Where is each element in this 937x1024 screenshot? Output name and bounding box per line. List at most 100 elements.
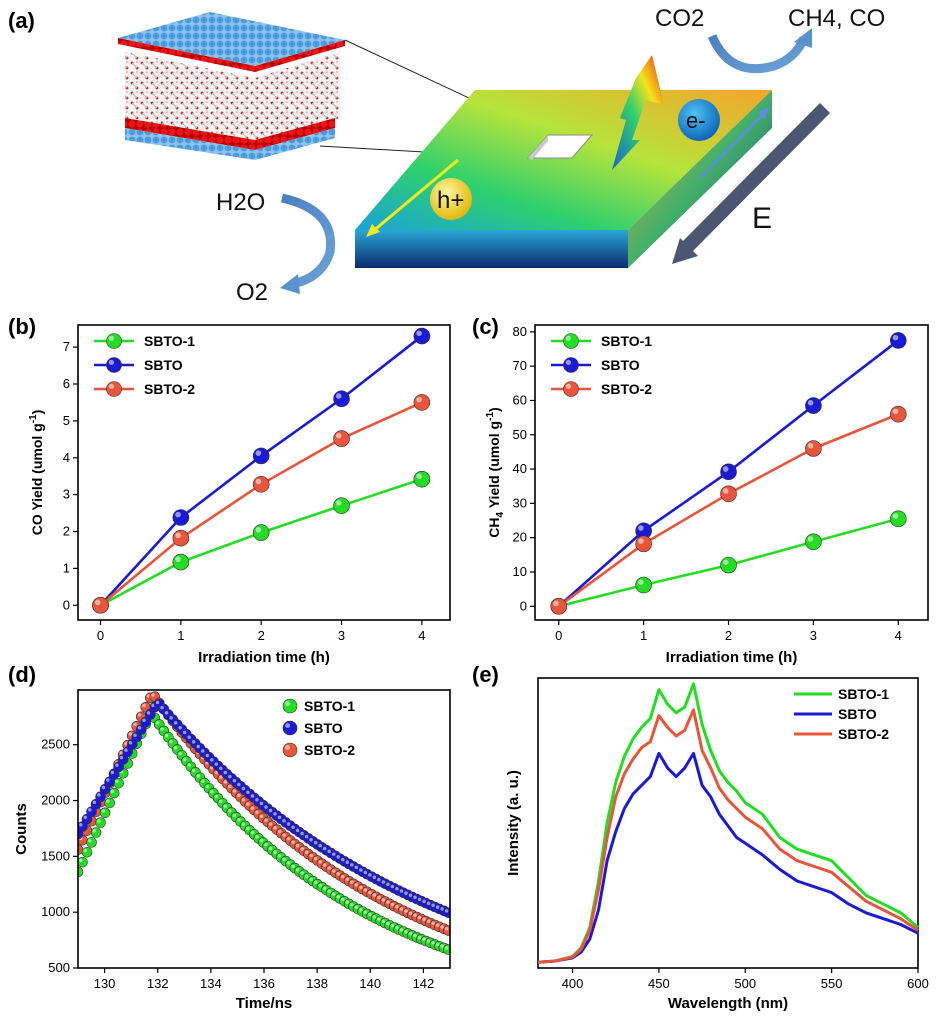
decay-point-sbto-highlight	[205, 753, 209, 758]
decay-point-sbto-1	[78, 866, 84, 878]
decay-point-sbto-highlight	[133, 733, 137, 737]
x-axis-label: Time/ns	[236, 995, 292, 1012]
decay-point-sbto-highlight	[228, 774, 232, 779]
legend-marker	[106, 381, 122, 397]
decay-point-sbto-1-highlight	[331, 892, 336, 896]
decay-point-sbto-2-highlight	[133, 722, 137, 727]
decay-point-sbto-2-highlight	[435, 923, 440, 927]
x-tick-label: 550	[821, 976, 843, 991]
decay-point-sbto-2-highlight	[295, 843, 300, 848]
decay-point-sbto-2-highlight	[273, 826, 277, 830]
decay-point-sbto-2-highlight	[142, 703, 146, 708]
panel-label-e: (e)	[472, 662, 499, 687]
decay-point-sbto-highlight	[368, 873, 372, 877]
decay-point-sbto-2-highlight	[151, 693, 155, 697]
decay-point-sbto-1-highlight	[259, 838, 264, 843]
decay-point-sbto-1-highlight	[309, 877, 313, 882]
decay-point-sbto-1-highlight	[210, 789, 214, 794]
decay-point-sbto-highlight	[300, 831, 304, 836]
decay-point-sbto-1-highlight	[286, 861, 291, 865]
y-tick-label: 50	[513, 427, 527, 442]
legend-marker-highlight	[565, 359, 571, 365]
data-point-sbto-2	[550, 597, 568, 615]
decay-point-sbto-highlight	[97, 793, 101, 797]
x-tick-label: 4	[895, 628, 902, 643]
decay-point-sbto-1-highlight	[83, 848, 88, 853]
decay-point-sbto-1-highlight	[164, 733, 169, 738]
water-oxidation-arrow	[280, 193, 336, 289]
decay-point-sbto-2-highlight	[128, 732, 133, 736]
decay-point-sbto-1-highlight	[354, 905, 359, 910]
decay-point-sbto-2-highlight	[341, 874, 345, 879]
decay-point-sbto-1-highlight	[169, 739, 173, 744]
decay-point-sbto	[443, 907, 450, 918]
x-axis-label: Irradiation time (h)	[198, 649, 330, 666]
decay-point-sbto-highlight	[386, 882, 390, 887]
decay-point-sbto-highlight	[146, 711, 151, 715]
decay-point-sbto-1-highlight	[440, 944, 444, 948]
y-tick-label: 0	[520, 598, 527, 613]
decay-point-sbto-1-highlight	[359, 907, 363, 912]
chart-co-yield: 0 1 2 3 4 Irradiation time (h) 0 1 2 3 4 5 6 7 CO Yiel…	[28, 324, 451, 666]
decay-point-sbto-2-highlight	[368, 890, 372, 895]
legend-marker	[282, 720, 298, 736]
x-axis-label: Wavelength (nm)	[668, 995, 788, 1012]
decay-point-sbto-highlight	[237, 782, 241, 787]
data-point-sbto-2	[720, 485, 737, 503]
decay-point-sbto-highlight	[354, 865, 359, 870]
decay-point-sbto-1-highlight	[241, 822, 246, 826]
decay-point-sbto-2-highlight	[255, 810, 259, 814]
legend-label: SBTO-1	[304, 698, 355, 714]
y-tick-label: 70	[513, 358, 527, 373]
electron-label: e-	[686, 108, 706, 133]
decay-point-sbto-1-highlight	[408, 931, 413, 936]
decay-point-sbto-1-highlight	[404, 929, 408, 934]
decay-point-sbto-highlight	[119, 755, 124, 760]
x-tick-label: 138	[306, 976, 328, 991]
decay-point-sbto-highlight	[173, 721, 178, 725]
legend-marker	[282, 698, 298, 714]
chart-ch4-yield: 0 1 2 3 4 Irradiation time (h) 0 10 20 30 40 50 60 70…	[485, 324, 929, 666]
x-tick-label: 130	[94, 976, 116, 991]
decay-point-sbto-highlight	[182, 730, 187, 735]
decay-point-sbto-1-highlight	[187, 763, 191, 767]
decay-point-sbto-1-highlight	[277, 854, 282, 858]
legend-label: SBTO	[144, 357, 183, 373]
decay-point-sbto-highlight	[444, 909, 449, 913]
decay-point-sbto-highlight	[142, 718, 146, 723]
decay-point-sbto-1-highlight	[97, 819, 101, 823]
data-point-sbto-1-highlight	[807, 536, 814, 542]
decay-point-sbto-highlight	[88, 808, 92, 812]
decay-point-sbto-1-highlight	[372, 915, 377, 919]
decay-point-sbto-2-highlight	[422, 917, 426, 922]
decay-point-sbto-1-highlight	[173, 745, 178, 750]
data-point-sbto-1-highlight	[892, 513, 899, 519]
decay-point-sbto-highlight	[291, 825, 295, 829]
decay-point-sbto-2-highlight	[137, 713, 142, 717]
decay-point-sbto-2-highlight	[336, 872, 340, 876]
decay-point-sbto-1	[113, 777, 124, 789]
decay-point-sbto-highlight	[377, 877, 381, 882]
decay-point-sbto-2-highlight	[354, 883, 359, 887]
x-tick-label: 1	[640, 628, 647, 643]
y-tick-label: 60	[513, 392, 527, 407]
field-label: E	[752, 202, 772, 235]
light-bolt-icon	[612, 55, 664, 170]
decay-point-sbto-highlight	[404, 891, 408, 895]
data-point-sbto-1	[172, 553, 190, 571]
decay-point-sbto-highlight	[106, 778, 110, 782]
panel-label-c: (c)	[472, 314, 499, 339]
data-point-sbto-1	[805, 533, 822, 551]
decay-point-sbto-1-highlight	[110, 789, 115, 794]
decay-point-sbto-1	[104, 797, 115, 809]
y-tick-label: 2500	[41, 737, 70, 752]
decay-point-sbto-1-highlight	[327, 889, 331, 893]
legend-label: SBTO-1	[838, 686, 889, 702]
decay-point-sbto-2-highlight	[277, 829, 282, 834]
decay-point-sbto-2-highlight	[286, 836, 291, 841]
data-point-sbto-2	[635, 535, 652, 553]
decay-point-sbto-highlight	[322, 846, 327, 851]
legend-label: SBTO	[838, 706, 877, 722]
x-tick-label: 3	[338, 628, 345, 643]
legend-marker-highlight	[108, 335, 114, 341]
